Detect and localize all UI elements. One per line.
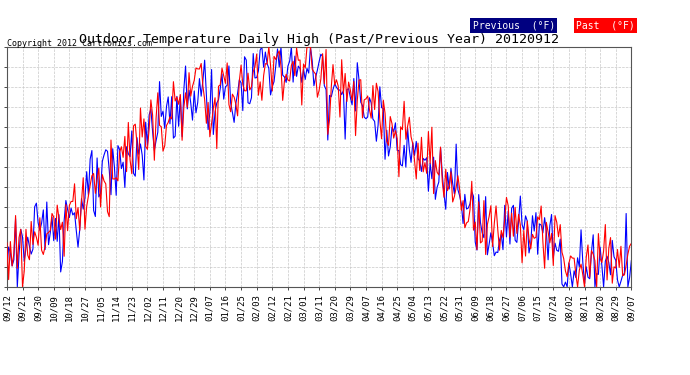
- Title: Outdoor Temperature Daily High (Past/Previous Year) 20120912: Outdoor Temperature Daily High (Past/Pre…: [79, 33, 559, 46]
- Text: Past  (°F): Past (°F): [576, 21, 635, 31]
- Text: Previous  (°F): Previous (°F): [473, 21, 555, 31]
- Text: Copyright 2012 Cartronics.com: Copyright 2012 Cartronics.com: [7, 39, 152, 48]
